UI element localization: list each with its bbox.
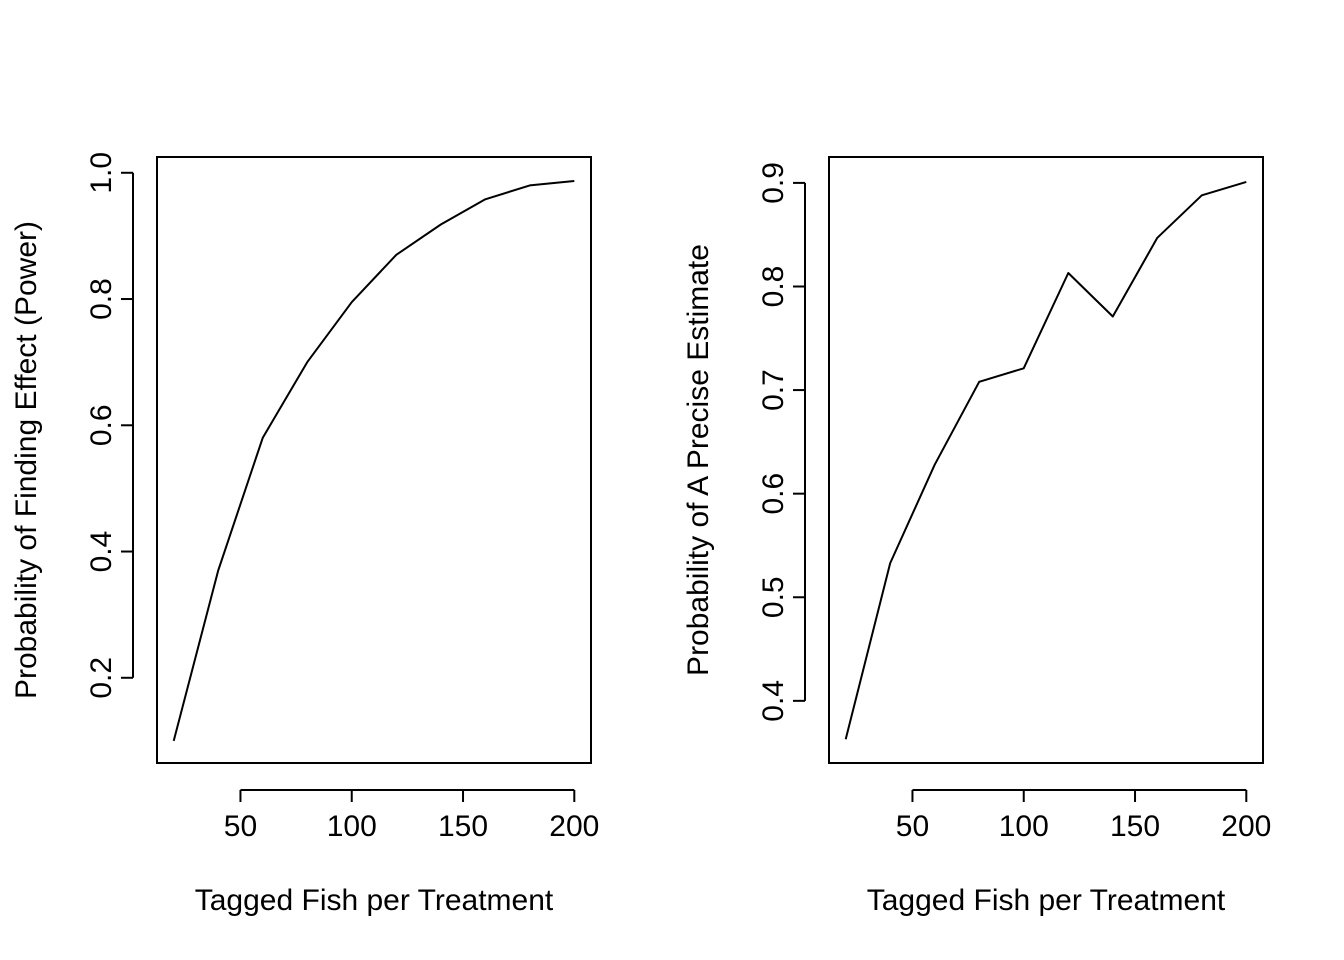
y-tick-label: 0.7 <box>757 369 790 411</box>
y-tick-label: 0.4 <box>757 680 790 722</box>
x-tick-label: 100 <box>999 810 1049 843</box>
plot-frame <box>156 156 592 764</box>
y-tick-label: 0.8 <box>85 278 118 320</box>
x-tick-label: 150 <box>1110 810 1160 843</box>
x-axis-title: Tagged Fish per Treatment <box>195 884 554 917</box>
x-tick-label: 200 <box>549 810 599 843</box>
chart-panel-2: 50 100 150 200 0.4 0.5 0.6 0.7 0.8 0.9 Tagged Fish… <box>682 156 1271 917</box>
y-tick-label: 0.5 <box>757 576 790 618</box>
x-tick-label: 100 <box>327 810 377 843</box>
x-tick-label: 50 <box>896 810 929 843</box>
x-tick-label: 200 <box>1221 810 1271 843</box>
y-tick-label: 0.9 <box>757 162 790 204</box>
y-tick-label: 0.6 <box>757 473 790 515</box>
x-axis-title: Tagged Fish per Treatment <box>867 884 1226 917</box>
y-tick-label: 0.4 <box>85 531 118 573</box>
y-tick-label: 0.2 <box>85 657 118 699</box>
x-tick-label: 150 <box>438 810 488 843</box>
series-line <box>844 180 1247 740</box>
y-tick-label: 0.8 <box>757 266 790 308</box>
chart-panel-1: 50 100 150 200 0.2 0.4 0.6 0.8 1.0 Tagged Fish pe… <box>10 152 599 917</box>
y-axis-title: Probability of Finding Effect (Power) <box>10 221 43 699</box>
y-tick-label: 1.0 <box>85 152 118 194</box>
y-tick-label: 0.6 <box>85 404 118 446</box>
series-line <box>172 180 575 742</box>
x-tick-label: 50 <box>224 810 257 843</box>
plot-frame <box>828 156 1264 764</box>
y-axis-title: Probability of A Precise Estimate <box>682 244 715 676</box>
